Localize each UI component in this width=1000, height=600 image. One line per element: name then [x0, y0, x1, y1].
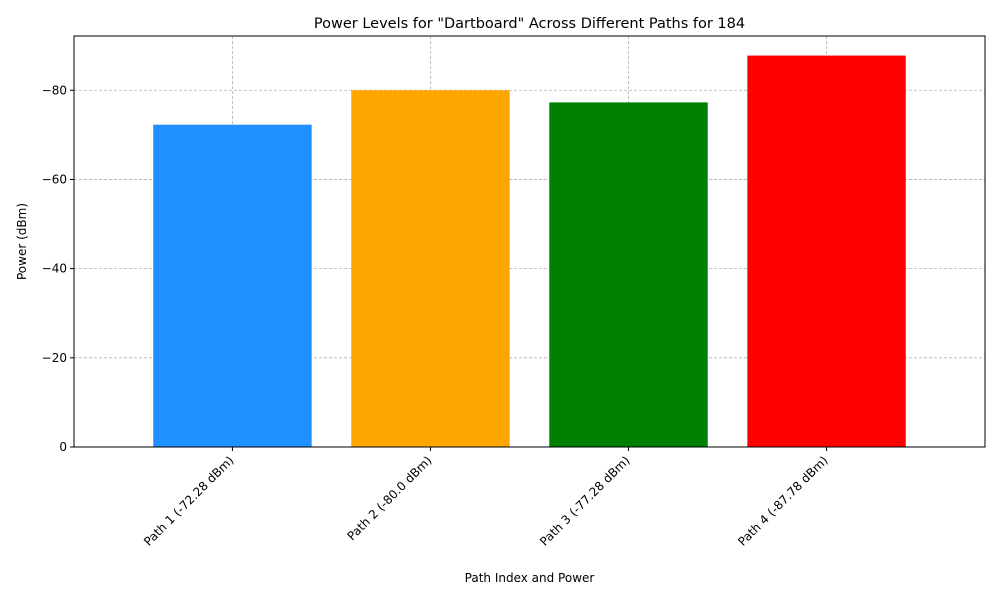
y-axis: 0 −20 −40 −60 −80	[42, 83, 74, 454]
y-tick-label: −40	[42, 262, 67, 276]
x-tick-label: Path 4 (-87.78 dBm)	[735, 453, 830, 548]
y-tick-label: 0	[59, 440, 67, 454]
plot-frame	[73, 35, 986, 448]
bar-path-2	[351, 90, 510, 447]
chart-title: Power Levels for "Dartboard" Across Diff…	[314, 16, 745, 32]
bar-path-4	[747, 55, 906, 447]
x-axis-title: Path Index and Power	[465, 571, 595, 585]
bar-path-1	[153, 124, 312, 447]
y-tick-label: −60	[42, 172, 67, 186]
bars	[153, 55, 906, 448]
bar-path-3	[549, 102, 708, 448]
y-tick-label: −80	[42, 83, 67, 97]
x-tick-label: Path 3 (-77.28 dBm)	[537, 453, 632, 548]
x-tick-label: Path 1 (-72.28 dBm)	[141, 453, 236, 548]
x-axis: Path 1 (-72.28 dBm) Path 2 (-80.0 dBm) Pat…	[141, 447, 831, 549]
y-tick-label: −20	[42, 351, 67, 365]
y-axis-title: Power (dBm)	[15, 203, 29, 280]
x-tick-label: Path 2 (-80.0 dBm)	[345, 453, 435, 543]
